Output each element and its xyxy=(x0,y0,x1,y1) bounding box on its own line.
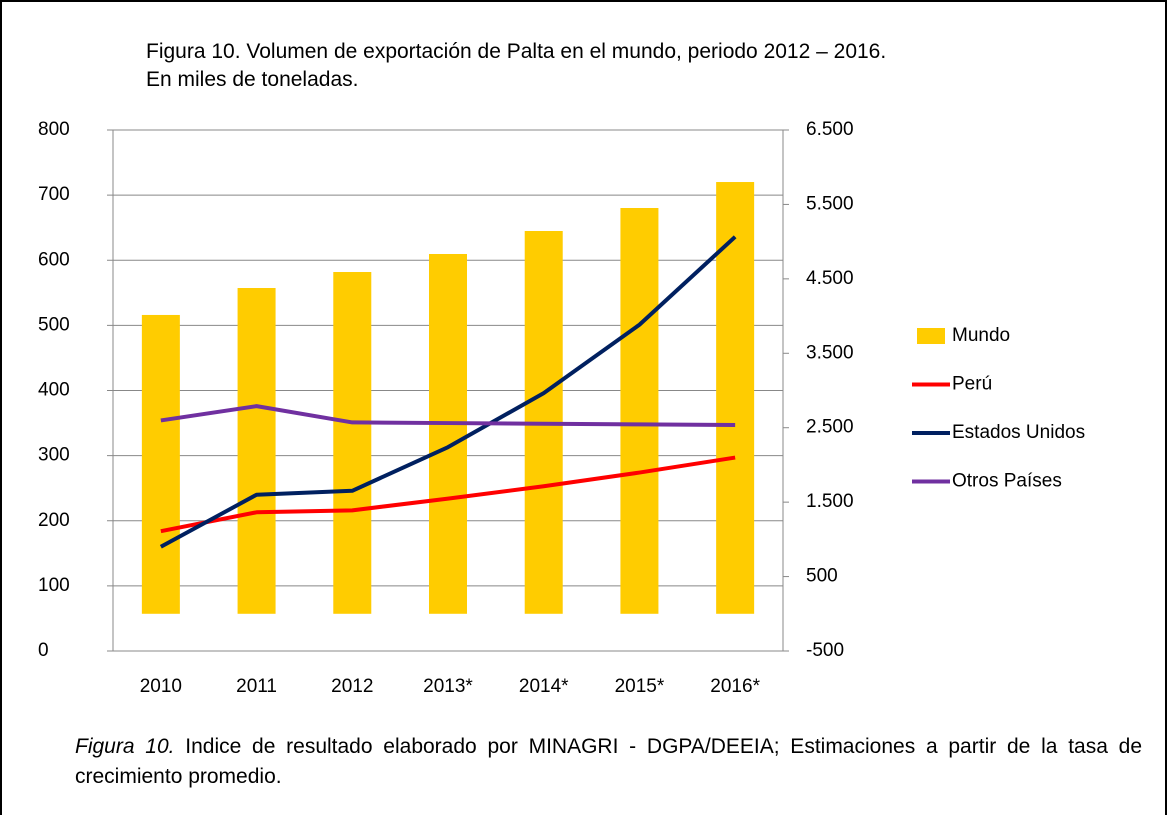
x-tick-label: 2013* xyxy=(423,676,473,697)
chart-title: Figura 10. Volumen de exportación de Pal… xyxy=(146,40,887,91)
y-tick-label: 100 xyxy=(38,575,70,596)
y2-tick-label: 2.500 xyxy=(806,417,854,438)
y2-tick-label: 1.500 xyxy=(806,491,854,512)
legend-label: Mundo xyxy=(952,325,1010,346)
caption-text: Indice de resultado elaborado por MINAGR… xyxy=(75,735,1142,788)
x-tick-label: 2010 xyxy=(140,676,182,697)
legend-label: Otros Países xyxy=(952,471,1062,492)
caption: Figura 10. Indice de resultado elaborado… xyxy=(75,732,1142,792)
y-tick-label: 0 xyxy=(38,640,49,661)
y2-tick-label: 4.500 xyxy=(806,268,854,289)
x-tick-label: 2014* xyxy=(519,676,569,697)
bar xyxy=(141,314,180,614)
x-tick-label: 2011 xyxy=(236,676,277,697)
y2-tick-label: 500 xyxy=(806,566,838,587)
y-tick-label: 200 xyxy=(38,510,70,531)
y-tick-label: 300 xyxy=(38,445,70,466)
y2-tick-label: 6.500 xyxy=(806,119,854,140)
line xyxy=(159,235,737,549)
caption-label: Figura 10. xyxy=(75,735,175,758)
y2-tick-label: -500 xyxy=(806,640,844,661)
bar xyxy=(620,208,659,614)
bar xyxy=(237,288,276,614)
bar xyxy=(333,272,372,614)
y-tick-label: 600 xyxy=(38,249,70,270)
y-tick-label: 500 xyxy=(38,314,70,335)
legend-label: Perú xyxy=(952,374,992,395)
x-tick-label: 2015* xyxy=(615,676,665,697)
bar xyxy=(429,253,467,614)
x-tick-label: 2016* xyxy=(710,676,760,697)
line xyxy=(160,455,736,534)
line xyxy=(160,404,736,428)
legend-label: Estados Unidos xyxy=(952,422,1085,443)
bar xyxy=(716,182,755,614)
y-tick-label: 800 xyxy=(38,119,70,140)
x-tick-label: 2012 xyxy=(331,676,373,697)
legend-swatch xyxy=(917,328,945,344)
y-tick-label: 700 xyxy=(38,184,70,205)
y-tick-label: 400 xyxy=(38,380,70,401)
y2-tick-label: 3.500 xyxy=(806,342,854,363)
y2-tick-label: 5.500 xyxy=(806,193,854,214)
